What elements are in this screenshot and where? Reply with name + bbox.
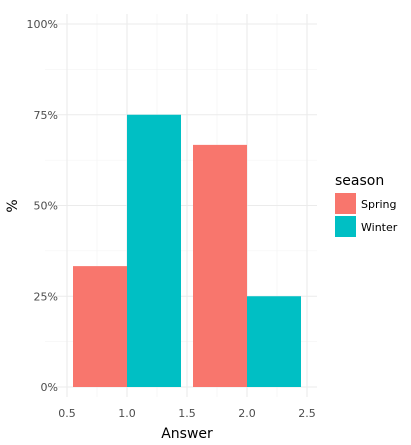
y-tick-label: 25% (34, 290, 58, 303)
legend-label-spring: Spring (361, 198, 397, 211)
legend-items: Spring Winter (335, 193, 398, 237)
bar-winter-2 (247, 296, 301, 387)
y-axis-ticks: 0% 25% 50% 75% 100% (27, 18, 58, 394)
y-axis-title: % (5, 199, 21, 212)
x-tick-label: 2.0 (238, 407, 256, 420)
y-tick-label: 100% (27, 18, 58, 31)
x-tick-label: 1.0 (118, 407, 136, 420)
bars (73, 114, 301, 387)
bar-spring-1 (73, 266, 127, 387)
y-tick-label: 75% (34, 109, 58, 122)
y-tick-label: 50% (34, 200, 58, 213)
legend-label-winter: Winter (361, 221, 398, 234)
legend-key-winter (335, 216, 356, 237)
x-axis-title: Answer (161, 426, 213, 442)
x-tick-label: 2.5 (298, 407, 316, 420)
legend: season Spring Winter (335, 173, 398, 237)
y-tick-label: 0% (41, 381, 58, 394)
x-tick-label: 0.5 (58, 407, 76, 420)
x-axis-ticks: 0.5 1.0 1.5 2.0 2.5 (58, 407, 316, 420)
bar-winter-1 (127, 114, 181, 387)
legend-title: season (335, 173, 384, 189)
x-tick-label: 1.5 (178, 407, 196, 420)
legend-key-spring (335, 193, 356, 214)
bar-spring-2 (193, 144, 247, 387)
